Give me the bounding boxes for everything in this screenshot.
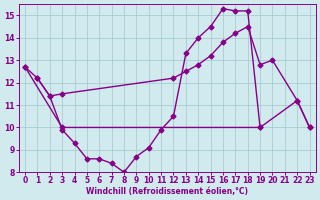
X-axis label: Windchill (Refroidissement éolien,°C): Windchill (Refroidissement éolien,°C) (86, 187, 248, 196)
